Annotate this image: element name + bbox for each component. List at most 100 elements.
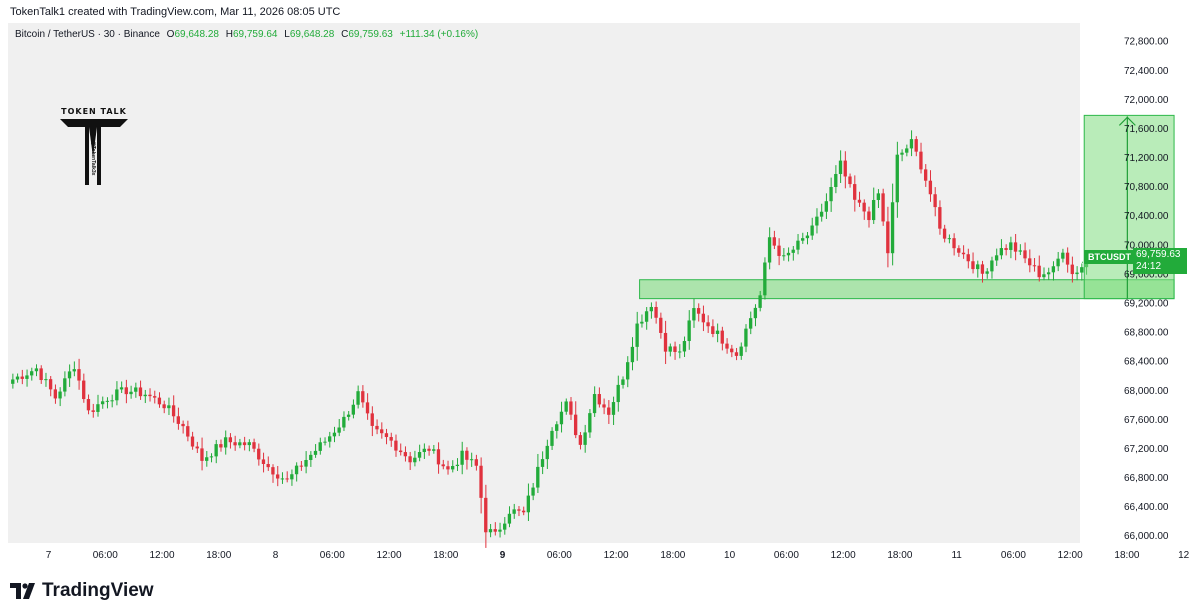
candle-body — [294, 465, 299, 475]
candle-body — [332, 432, 337, 437]
candle-body — [413, 457, 417, 463]
candle-body — [985, 271, 989, 274]
candle-body — [479, 465, 483, 498]
candle-body — [148, 394, 152, 397]
candle-body — [758, 295, 762, 308]
candle-body — [654, 306, 658, 318]
candle-body — [607, 407, 611, 415]
candle-body — [734, 352, 739, 356]
x-tick-label: 06:00 — [320, 550, 345, 561]
y-tick-label: 68,400.00 — [1124, 357, 1169, 368]
candle-body — [777, 245, 781, 256]
candle-body — [346, 414, 351, 417]
candle-body — [1037, 265, 1041, 278]
candle-body — [578, 435, 583, 445]
candle-body — [971, 261, 975, 270]
legend-close: 69,759.63 — [348, 29, 393, 40]
candle-body — [290, 474, 294, 480]
candle-body — [129, 391, 133, 395]
candle-body — [668, 346, 672, 352]
candle-body — [460, 450, 464, 465]
candle-body — [853, 184, 857, 200]
candle-body — [616, 384, 620, 403]
y-tick-label: 69,600.00 — [1124, 269, 1169, 280]
candle-body — [739, 346, 743, 356]
candle-body — [663, 332, 668, 352]
candle-body — [488, 529, 493, 533]
candle-body — [838, 160, 843, 175]
ohlc-legend: Bitcoin / TetherUS · 30 · Binance O69,64… — [15, 29, 478, 40]
candle-body — [536, 466, 540, 488]
tradingview-brand[interactable]: TradingView — [10, 580, 154, 602]
candle-body — [157, 397, 162, 405]
candle-body — [961, 252, 966, 255]
candle-body — [626, 362, 630, 380]
x-tick-label: 18:00 — [887, 550, 912, 561]
logo-t-mark-icon — [60, 119, 128, 185]
candle-body — [531, 487, 535, 496]
x-tick-label: 06:00 — [547, 550, 572, 561]
candle-body — [824, 201, 828, 212]
candle-body — [356, 391, 360, 405]
candle-body — [398, 450, 403, 453]
candle-body — [1056, 258, 1060, 267]
candle-body — [469, 459, 474, 461]
candle-body — [673, 346, 677, 352]
candle-body — [446, 466, 450, 470]
last-price-tag: 69,759.63 24:12 — [1133, 248, 1187, 274]
candle-body — [592, 394, 597, 414]
candle-body — [914, 139, 918, 152]
candle-body — [810, 225, 814, 236]
candle-body — [323, 441, 327, 443]
candle-body — [200, 448, 204, 461]
y-tick-label: 69,200.00 — [1124, 299, 1169, 310]
candle-body — [711, 326, 715, 334]
candle-body — [621, 379, 625, 385]
candle-body — [611, 402, 616, 415]
y-tick-label: 66,800.00 — [1124, 473, 1169, 484]
candle-body — [351, 404, 355, 415]
candle-body — [659, 317, 663, 333]
candle-body — [933, 194, 937, 208]
candle-body — [559, 411, 564, 425]
candle-body — [555, 424, 559, 431]
candle-body — [900, 152, 904, 155]
candle-body — [635, 323, 639, 347]
x-tick-label: 10 — [724, 550, 736, 561]
candle-body — [980, 264, 985, 274]
candle-body — [115, 389, 119, 401]
candle-body — [905, 148, 909, 153]
x-tick-label: 06:00 — [1001, 550, 1026, 561]
candle-body — [706, 322, 710, 327]
candle-body — [649, 306, 653, 312]
candle-body — [44, 379, 48, 381]
candle-body — [801, 238, 805, 241]
candle-body — [186, 426, 190, 437]
candle-body — [540, 459, 545, 467]
legend-high-label: H — [225, 29, 233, 40]
candlestick-chart[interactable]: 72,800.00 72,400.00 72,000.00 71,600.00 71,2… — [8, 23, 1192, 567]
candle-body — [313, 450, 318, 455]
candle-body — [176, 416, 180, 424]
candle-body — [517, 509, 521, 511]
candle-body — [791, 249, 795, 253]
candle-body — [72, 369, 76, 372]
candle-body — [417, 452, 422, 458]
candle-body — [261, 459, 266, 464]
candle-body — [843, 160, 847, 177]
candle-body — [337, 427, 341, 433]
candle-body — [952, 238, 956, 249]
candle-body — [403, 452, 408, 457]
candle-body — [318, 442, 322, 451]
candle-body — [687, 320, 691, 342]
logo-title: TOKEN TALK — [61, 107, 127, 116]
y-tick-label: 68,800.00 — [1124, 328, 1169, 339]
legend-close-label: C — [341, 29, 349, 40]
candle-body — [909, 139, 914, 149]
candle-body — [436, 449, 441, 465]
candle-body — [474, 459, 478, 466]
candle-body — [100, 401, 105, 405]
candle-body — [526, 495, 530, 513]
candle-body — [124, 387, 128, 395]
candle-body — [214, 444, 218, 457]
